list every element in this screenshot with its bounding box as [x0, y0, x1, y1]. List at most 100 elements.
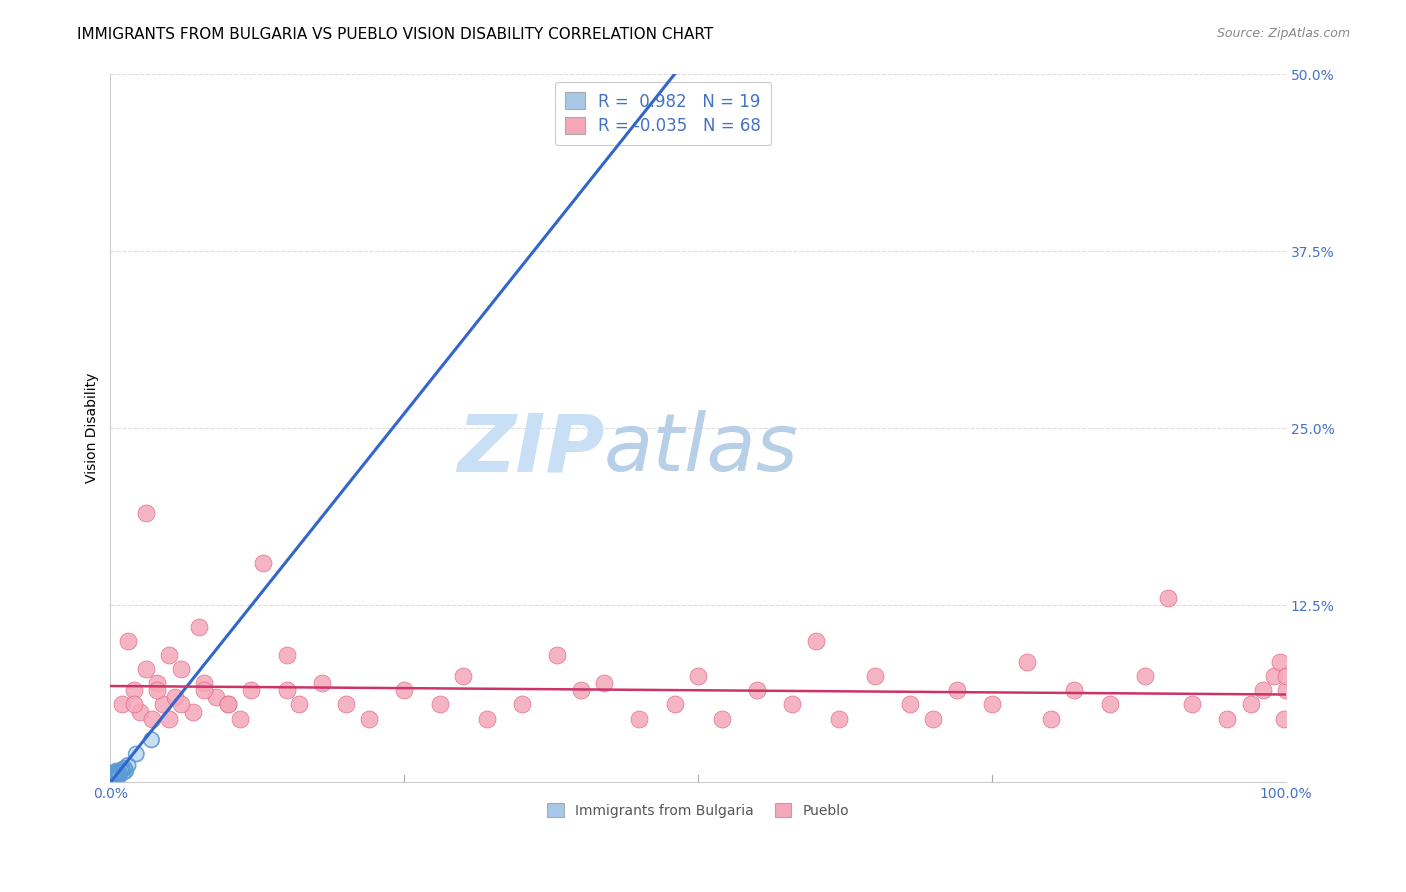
Point — [111, 763, 134, 777]
Point — [114, 761, 136, 775]
Point — [103, 771, 125, 785]
Point — [510, 698, 533, 712]
Point — [114, 764, 136, 778]
Point — [122, 698, 145, 712]
Point — [105, 764, 128, 778]
Point — [780, 698, 803, 712]
Point — [111, 698, 134, 712]
Point — [546, 648, 568, 662]
Point — [105, 768, 128, 782]
Point — [170, 662, 193, 676]
Point — [217, 698, 239, 712]
Point — [128, 705, 150, 719]
Point — [922, 712, 945, 726]
Point — [193, 676, 215, 690]
Point — [103, 771, 125, 785]
Point — [105, 764, 128, 778]
Point — [101, 768, 124, 782]
Point — [152, 698, 174, 712]
Point — [569, 683, 592, 698]
Point — [111, 763, 134, 777]
Point — [1251, 683, 1274, 698]
Point — [1157, 591, 1180, 606]
Point — [108, 767, 131, 781]
Point — [394, 683, 416, 698]
Point — [1039, 712, 1062, 726]
Point — [688, 669, 710, 683]
Point — [146, 676, 169, 690]
Point — [593, 676, 616, 690]
Point — [141, 712, 163, 726]
Point — [165, 690, 187, 705]
Point — [112, 765, 135, 780]
Point — [141, 732, 163, 747]
Point — [181, 705, 204, 719]
Point — [1181, 698, 1204, 712]
Point — [107, 765, 129, 780]
Point — [628, 712, 651, 726]
Point — [135, 506, 157, 520]
Point — [146, 683, 169, 698]
Point — [863, 669, 886, 683]
Point — [187, 619, 209, 633]
Point — [276, 648, 298, 662]
Legend: Immigrants from Bulgaria, Pueblo: Immigrants from Bulgaria, Pueblo — [540, 797, 856, 825]
Point — [1272, 712, 1295, 726]
Point — [240, 683, 263, 698]
Point — [804, 633, 827, 648]
Point — [157, 648, 180, 662]
Point — [745, 683, 768, 698]
Point — [157, 712, 180, 726]
Point — [114, 761, 136, 775]
Point — [1017, 655, 1039, 669]
Point — [103, 767, 125, 781]
Point — [205, 690, 228, 705]
Point — [117, 758, 139, 772]
Point — [217, 698, 239, 712]
Point — [107, 765, 129, 780]
Point — [664, 698, 686, 712]
Point — [110, 764, 132, 778]
Point — [1268, 655, 1291, 669]
Point — [287, 698, 309, 712]
Point — [475, 712, 498, 726]
Point — [107, 767, 129, 781]
Point — [107, 770, 129, 784]
Point — [710, 712, 733, 726]
Point — [311, 676, 333, 690]
Point — [110, 764, 132, 778]
Point — [981, 698, 1004, 712]
Point — [898, 698, 921, 712]
Point — [125, 747, 148, 761]
Point — [229, 712, 252, 726]
Point — [117, 633, 139, 648]
Point — [107, 770, 129, 784]
Point — [451, 669, 474, 683]
Point — [135, 662, 157, 676]
Point — [1216, 712, 1239, 726]
Point — [141, 732, 163, 747]
Point — [103, 767, 125, 781]
Point — [114, 764, 136, 778]
Point — [104, 770, 127, 784]
Point — [104, 770, 127, 784]
Point — [1240, 698, 1263, 712]
Point — [125, 747, 148, 761]
Point — [104, 765, 127, 780]
Point — [1063, 683, 1085, 698]
Point — [946, 683, 969, 698]
Point — [101, 768, 124, 782]
Point — [1263, 669, 1285, 683]
Point — [429, 698, 451, 712]
Point — [252, 556, 274, 570]
Point — [122, 683, 145, 698]
Point — [105, 768, 128, 782]
Text: ZIP: ZIP — [457, 410, 605, 489]
Point — [117, 758, 139, 772]
Point — [1275, 683, 1298, 698]
Point — [828, 712, 851, 726]
Point — [357, 712, 380, 726]
Point — [276, 683, 298, 698]
Point — [107, 767, 129, 781]
Point — [193, 683, 215, 698]
